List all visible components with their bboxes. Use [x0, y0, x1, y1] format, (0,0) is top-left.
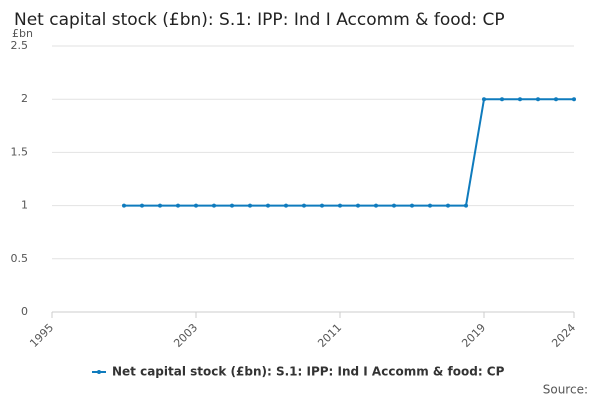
chart-title: Net capital stock (£bn): S.1: IPP: Ind I… — [14, 10, 505, 30]
point — [302, 203, 306, 208]
x-tick-label: 2011 — [315, 321, 344, 350]
point — [320, 203, 324, 208]
point — [500, 97, 504, 102]
y-tick-label: 0 — [21, 305, 28, 318]
point — [212, 203, 216, 208]
x-tick-label: 2024 — [549, 321, 578, 350]
point — [428, 203, 432, 208]
x-tick-label: 1995 — [27, 321, 56, 350]
point — [284, 203, 288, 208]
y-tick-label: 1.5 — [11, 145, 29, 158]
y-axis-label: £bn — [12, 27, 33, 40]
point — [518, 97, 522, 102]
point — [374, 203, 378, 208]
y-tick-label: 0.5 — [11, 252, 29, 265]
point — [536, 97, 540, 102]
point — [554, 97, 558, 102]
point — [176, 203, 180, 208]
point — [572, 97, 576, 102]
line — [124, 98, 574, 207]
point — [392, 203, 396, 208]
y-tick-label: 2 — [21, 92, 28, 105]
point — [122, 203, 126, 208]
point — [338, 203, 342, 208]
point — [194, 203, 198, 208]
y-tick-label: 1 — [21, 199, 28, 212]
point — [248, 203, 252, 208]
legend-label: Net capital stock (£bn): S.1: IPP: Ind I… — [112, 365, 505, 379]
x-tick-label: 2019 — [459, 321, 488, 350]
source: Source: — [543, 383, 588, 397]
point — [464, 203, 468, 208]
y-tick-label: 2.5 — [11, 39, 29, 52]
point — [140, 203, 144, 208]
point — [410, 203, 414, 208]
point — [446, 203, 450, 208]
point — [356, 203, 360, 208]
x-tick-label: 2003 — [171, 321, 200, 350]
point — [266, 203, 270, 208]
legend-swatch-point — [97, 370, 101, 374]
point — [230, 203, 234, 208]
point — [158, 203, 162, 208]
point — [482, 97, 486, 102]
